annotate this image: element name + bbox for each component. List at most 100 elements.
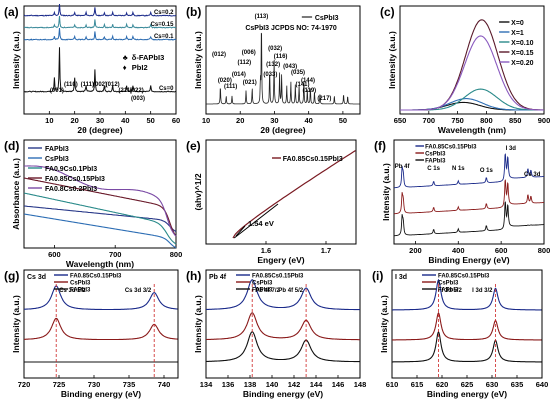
series-line-CsPbI3 <box>392 311 542 341</box>
plane-label: (035) <box>291 70 305 76</box>
x-tick-label: 850 <box>509 116 522 125</box>
x-tick-label: 800 <box>170 250 183 259</box>
legend-label: X=0 <box>511 20 524 27</box>
plane-label: (113) <box>255 14 269 20</box>
legend-label: X=0.20 <box>511 60 533 67</box>
series-line-FA0.85Cs0.15PbI3 <box>392 278 542 311</box>
reference-label: CsPbI3 JCPDS NO: 74-1970 <box>245 25 337 32</box>
plane-label: (043) <box>283 64 297 70</box>
panel-c: 650 700 750 800 850 900 Wavelength (nm) Intensi… <box>380 5 550 135</box>
plane-label: (012) <box>106 82 120 88</box>
plot-frame <box>399 5 545 115</box>
x-tick-label: 140 <box>266 380 279 389</box>
x-tick-label: 30 <box>96 116 104 125</box>
series-line-CsPbI3 <box>206 32 360 105</box>
y-axis-label: Intensity (a.u.) <box>379 295 389 353</box>
plane-label: (132) <box>266 62 280 68</box>
series-line-CsPbI3 <box>23 213 177 249</box>
series-line-Cs=0.1 <box>23 27 177 41</box>
peak-label: I 3d 5/2 <box>442 288 463 294</box>
panel-e: 1.6 1.7 Engery (eV) (ahv)^1/2 (e) 1.54 eV FA0.… <box>186 139 357 265</box>
x-tick-label: 142 <box>288 380 301 389</box>
plane-label: (001) <box>50 88 64 94</box>
plane-label: (002) <box>93 82 107 88</box>
plane-label: (141) <box>295 82 309 88</box>
peak-label: N 1s <box>452 166 465 172</box>
legend-label: X=0.10 <box>511 40 533 47</box>
x-tick-label: 10 <box>45 116 53 125</box>
panel-g: 720 725 730 735 740 Binding energy (eV) Intens… <box>4 269 179 399</box>
legend-label: FAPbI3 <box>45 146 69 153</box>
bandgap-label: 1.54 eV <box>248 219 274 228</box>
core-level-title: Pb 4f <box>209 274 227 281</box>
series-line-FA0.85Cs0.15PbI3 <box>23 285 178 311</box>
x-axis-label: Binding energy (eV) <box>61 389 141 399</box>
panel-i: 610 615 620 625 630 635 640 Binding energy (eV)… <box>372 269 548 399</box>
series-label: Cs=0.1 <box>154 34 174 40</box>
series-line-FAPbI3 <box>23 205 177 233</box>
legend-symbol: ♣ <box>123 53 128 62</box>
legend-label: FAPbI3 <box>438 288 459 294</box>
x-tick-label: 20 <box>236 116 244 125</box>
series-line-CsPbI3 <box>206 312 360 341</box>
legend-label: CsPbI3 <box>45 156 69 163</box>
legend-label: FA0.85Cs0.15PbI3 <box>70 274 122 280</box>
legend-label: FA0.85Cs0.15PbI3 <box>438 274 490 280</box>
peak-label: Cs 3d 5/2 <box>59 288 86 294</box>
peak-label: Cs 3d <box>524 172 541 178</box>
x-axis-label: Engery (eV) <box>257 255 304 265</box>
x-tick-label: 650 <box>394 116 407 125</box>
legend-label: CsPbI3 <box>315 15 339 22</box>
annotation-arrow <box>235 225 246 237</box>
plot-frame <box>23 139 177 249</box>
x-axis-label: Wavelength (nm) <box>66 259 134 269</box>
panel-b: 10 20 30 40 50 2θ (degree) Intensity (a.u.) (b)… <box>186 5 361 135</box>
x-tick-label: 146 <box>332 380 345 389</box>
x-tick-label: 148 <box>354 380 367 389</box>
x-tick-label: 615 <box>411 380 424 389</box>
series-label: Cs=0.2 <box>154 10 174 16</box>
x-tick-label: 1.6 <box>261 246 271 255</box>
x-tick-label: 620 <box>436 380 449 389</box>
legend-label: FAPbI3 <box>252 288 273 294</box>
x-axis-label: Binding Energy (eV) <box>428 255 509 265</box>
plane-label: (144) <box>301 78 315 84</box>
x-tick-label: 700 <box>423 116 436 125</box>
legend-label: CsPbI3 <box>252 281 273 287</box>
x-tick-label: 40 <box>304 116 312 125</box>
x-tick-label: 730 <box>88 380 101 389</box>
plane-label: (111) <box>224 84 237 90</box>
plane-label: (020) <box>218 78 232 84</box>
x-tick-label: 600 <box>495 246 508 255</box>
plot-frame <box>205 5 361 115</box>
legend-label: δ-FAPbI3 <box>132 53 164 62</box>
legend-label: FA0.8Cs0.2PbI3 <box>45 186 97 193</box>
panel-letter: (a) <box>4 5 19 19</box>
peak-label: O 1s <box>480 168 494 174</box>
x-tick-label: 60 <box>172 116 180 125</box>
series-line-FA0.9Cs0.1PbI3 <box>23 192 177 245</box>
peak-label: Pb 4f <box>395 164 411 170</box>
x-tick-label: 700 <box>109 250 122 259</box>
x-tick-label: 625 <box>461 380 474 389</box>
core-level-title: Cs 3d <box>27 274 46 281</box>
panel-h: 134 136 138 140 142 144 146 148 Binding energy (… <box>186 269 366 399</box>
plane-label: (003) <box>131 96 145 102</box>
series-line-X=0.20 <box>400 35 544 111</box>
panel-letter: (g) <box>4 269 19 283</box>
series-line-FAPbI3 <box>392 330 542 363</box>
legend-label: PbI2 <box>132 63 148 72</box>
peak-label: Pb 4f 7/2 <box>255 288 280 294</box>
x-tick-label: 10 <box>202 116 210 125</box>
series-line-FAPbI3 <box>206 331 360 363</box>
panel-a: 10 20 30 40 50 60 2θ (degree) Intensity (a.u.) (… <box>4 3 180 135</box>
series-line-FA0.85Cs0.15PbI3 <box>206 279 360 311</box>
legend-label: X=1 <box>511 30 524 37</box>
legend-label: FA0.9Cs0.1PbI3 <box>45 166 97 173</box>
plot-frame <box>393 139 545 245</box>
panel-letter: (b) <box>186 5 201 19</box>
plane-label: (006) <box>242 50 256 56</box>
x-tick-label: 30 <box>270 116 278 125</box>
x-tick-label: 136 <box>222 380 235 389</box>
